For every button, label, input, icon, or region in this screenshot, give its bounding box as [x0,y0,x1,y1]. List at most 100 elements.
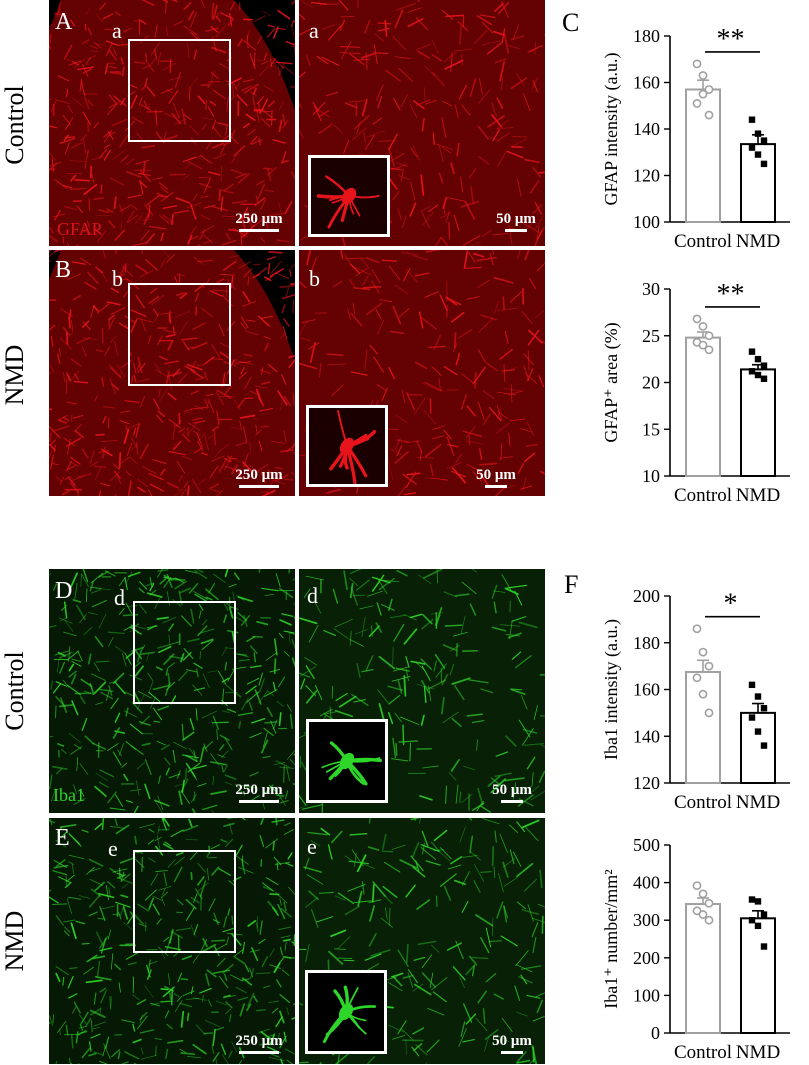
y-tick-label: 200 [633,586,660,606]
data-point-control [698,910,708,919]
data-point-control [698,71,708,80]
x-label-nmd: NMD [736,485,780,506]
scale-label-ee: 50 μm [492,1033,532,1049]
data-point-nmd [748,348,756,355]
scale-label-dd: 50 μm [492,782,532,798]
data-point-nmd [754,371,762,379]
scale-label-bb: 50 μm [476,467,516,483]
scale-label-aa: 50 μm [496,211,536,227]
data-point-nmd [760,362,768,369]
y-tick-label: 30 [642,279,660,299]
data-point-nmd [760,705,768,712]
panel-letter-a: A [55,9,73,35]
y-tick-label: 200 [633,948,660,968]
scale-label-d: 250 μm [235,782,283,798]
data-point-control [704,915,714,925]
x-label-nmd: NMD [736,1042,780,1063]
zoom-label-b: b [309,266,320,291]
data-point-control [692,99,702,108]
data-point-nmd [760,742,768,749]
cell-inset-d [306,719,388,803]
data-point-control [692,906,702,916]
zoom-label-e: e [307,834,317,859]
gfap-nmd-zoom [299,250,545,496]
bar-control [685,88,721,223]
significance-stars: * [724,589,738,620]
row-label-nmd-iba1: NMD [0,910,29,972]
scale-bar-ee: 50 μm [487,1033,537,1054]
y-tick-label: 25 [642,326,660,346]
panel-a-image: A a GFAP 250 μm [49,0,295,246]
row-label-control-iba1: Control [0,651,29,731]
y-tick-label: 300 [633,910,660,930]
y-tick-label: 400 [633,873,660,893]
panel-d-image: D d Iba1 250 μm [49,569,295,813]
data-point-nmd [760,160,768,168]
panel-letter-d: D [55,578,73,604]
roi-box-d [133,601,236,704]
cell-inset-a [308,155,390,237]
data-point-control [704,898,714,908]
roi-box-e [133,850,236,953]
data-point-control [692,673,702,683]
microglia-inset-e [308,973,384,1051]
chart-iba1-number: 0 100 200 300 400 500 Iba1⁺ number/mm² Control N… [601,835,790,1063]
x-label-nmd: NMD [736,231,780,252]
data-point-control [692,314,702,324]
data-point-control [698,340,708,350]
data-point-control [704,110,714,120]
y-tick-label: 500 [633,835,660,855]
y-tick-label: 10 [642,466,660,486]
y-tick-label: 120 [633,773,660,793]
x-label-nmd: NMD [736,792,780,813]
data-point-nmd [748,896,756,903]
data-point-control [698,889,708,899]
data-point-control [698,322,708,331]
data-point-nmd [760,137,768,144]
y-tick-label: 100 [633,985,660,1005]
stain-label-iba1: Iba1 [53,785,85,805]
stain-label-gfap: GFAP [57,219,102,239]
scale-bar-b: 250 μm [229,467,289,488]
data-point-nmd [748,714,756,721]
data-point-nmd [748,681,756,689]
panel-letter-f: F [564,570,579,599]
panel-letter-e: E [55,825,70,851]
data-point-nmd [748,144,756,151]
zoom-label-d: d [307,583,318,608]
y-tick-label: 140 [633,726,660,746]
data-point-nmd [754,355,762,363]
data-point-nmd [754,151,762,158]
zoom-label-a: a [309,18,319,43]
data-point-control [704,345,714,355]
chart-gfap-intensity: 100 120 140 160 180 GFAP intensity (a.u.) Cont… [601,24,790,252]
x-label-control: Control [674,792,732,813]
row-label-nmd-gfap: NMD [0,344,29,406]
iba1-control-overview [49,569,295,813]
bar-control [685,670,721,784]
row-label-control-gfap: Control [0,85,29,165]
y-tick-label: 180 [633,26,660,46]
data-point-nmd [748,116,756,123]
cell-inset-b [306,405,388,487]
significance-stars: ** [717,24,745,55]
panel-a-zoom-image: a 50 μm [299,0,545,246]
data-point-nmd [754,922,762,930]
roi-label-a: a [112,18,122,43]
y-axis-label: GFAP⁺ area (%) [601,322,622,442]
y-tick-label: 160 [633,680,660,700]
data-point-nmd [754,728,762,735]
y-tick-label: 100 [633,212,660,232]
scale-label-a: 250 μm [235,211,283,227]
roi-box-a [128,39,231,142]
scale-label-e: 250 μm [235,1033,283,1049]
y-tick-label: 120 [633,166,660,186]
data-point-nmd [748,368,756,375]
data-point-control [704,661,714,671]
data-point-nmd [760,911,768,918]
data-point-nmd [748,917,756,924]
data-point-control [692,881,702,891]
gfap-nmd-overview [49,250,295,496]
data-point-nmd [754,898,762,905]
panel-b-zoom-image: b 50 μm [299,250,545,496]
